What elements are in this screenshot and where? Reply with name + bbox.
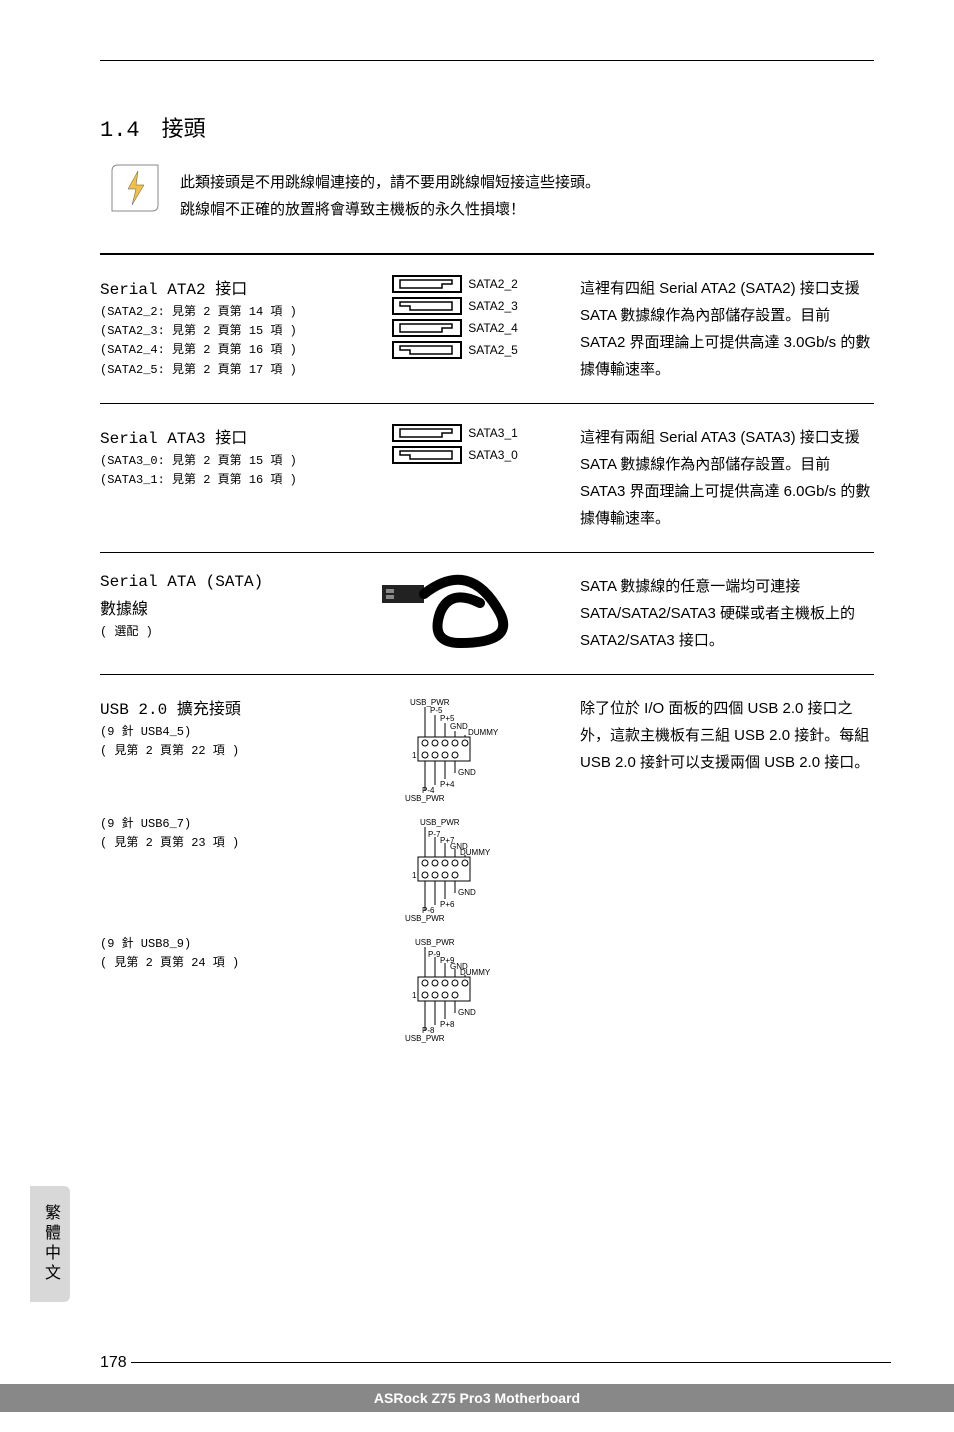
svg-text:USB_PWR: USB_PWR	[405, 794, 445, 803]
section-number: 1.4	[100, 118, 140, 143]
sata2-item: (SATA2_3: 見第 2 頁第 15 項 )	[100, 322, 330, 341]
satacable-subtitle: 數據線	[100, 595, 330, 619]
svg-text:GND: GND	[458, 768, 476, 777]
callout-line2: 跳線帽不正確的放置將會導致主機板的永久性損壞！	[180, 196, 600, 223]
usb-ref: ( 見第 2 頁第 23 項 )	[100, 834, 330, 853]
svg-text:GND: GND	[458, 1008, 476, 1017]
svg-text:USB_PWR: USB_PWR	[420, 818, 460, 827]
satacable-note: ( 選配 )	[100, 623, 330, 642]
svg-text:DUMMY: DUMMY	[468, 728, 499, 737]
svg-text:GND: GND	[458, 888, 476, 897]
sata-connector: SATA2_4	[392, 319, 518, 337]
sata-cable-icon	[380, 573, 530, 653]
svg-text:P+8: P+8	[440, 1020, 455, 1029]
sata-connector: SATA2_5	[392, 341, 518, 359]
footer-text: ASRock Z75 Pro3 Motherboard	[0, 1384, 954, 1412]
usb-pin: (9 針 USB8_9)	[100, 935, 330, 954]
usb-desc: 除了位於 I/O 面板的四個 USB 2.0 接口之外，這款主機板有三組 USB…	[580, 695, 874, 776]
sata-connector: SATA3_0	[392, 446, 518, 464]
sata2-desc: 這裡有四組 Serial ATA2 (SATA2) 接口支援 SATA 數據線作…	[580, 275, 874, 383]
svg-text:USB_PWR: USB_PWR	[415, 938, 455, 947]
language-tab: 繁體中文	[30, 1186, 70, 1302]
sata-connector: SATA3_1	[392, 424, 518, 442]
svg-text:USB_PWR: USB_PWR	[405, 914, 445, 923]
warning-callout: 此類接頭是不用跳線帽連接的，請不要用跳線帽短接這些接頭。 跳線帽不正確的放置將會…	[100, 163, 874, 223]
satacable-desc: SATA 數據線的任意一端均可連接 SATA/SATA2/SATA3 硬碟或者主…	[580, 573, 874, 654]
usb-pinout-icon: USB_PWR P-5 P+5 GND DUMMY 1 GND P+4 P-4 …	[390, 695, 520, 805]
sata3-desc: 這裡有兩組 Serial ATA3 (SATA3) 接口支援 SATA 數據線作…	[580, 424, 874, 532]
sata-connector: SATA2_2	[392, 275, 518, 293]
svg-text:P+6: P+6	[440, 900, 455, 909]
satacable-title: Serial ATA (SATA)	[100, 573, 330, 591]
sata2-title: Serial ATA2 接口	[100, 275, 330, 299]
usb-pinout-icon: USB_PWR P-7 P+7 GND DUMMY 1 GND P+6 P-6 …	[390, 815, 520, 925]
lightning-icon	[110, 163, 160, 213]
svg-text:P+4: P+4	[440, 780, 455, 789]
sata-connector: SATA2_3	[392, 297, 518, 315]
usb-pin: (9 針 USB4_5)	[100, 723, 330, 742]
page-number: 178	[100, 1354, 891, 1372]
usb-ref: ( 見第 2 頁第 24 項 )	[100, 954, 330, 973]
sata3-title: Serial ATA3 接口	[100, 424, 330, 448]
svg-text:USB_PWR: USB_PWR	[405, 1034, 445, 1043]
usb-title: USB 2.0 擴充接頭	[100, 695, 330, 719]
svg-text:GND: GND	[450, 722, 468, 731]
sata3-item: (SATA3_0: 見第 2 頁第 15 項 )	[100, 452, 330, 471]
callout-line1: 此類接頭是不用跳線帽連接的，請不要用跳線帽短接這些接頭。	[180, 169, 600, 196]
svg-text:1: 1	[412, 751, 417, 760]
usb-pin: (9 針 USB6_7)	[100, 815, 330, 834]
svg-text:1: 1	[412, 991, 417, 1000]
sata2-item: (SATA2_4: 見第 2 頁第 16 項 )	[100, 341, 330, 360]
sata2-item: (SATA2_2: 見第 2 頁第 14 項 )	[100, 303, 330, 322]
sata2-item: (SATA2_5: 見第 2 頁第 17 項 )	[100, 361, 330, 380]
section-title: 接頭	[162, 118, 206, 143]
sata3-item: (SATA3_1: 見第 2 頁第 16 項 )	[100, 471, 330, 490]
svg-text:1: 1	[412, 871, 417, 880]
usb-pinout-icon: USB_PWR P-9 P+9 GND DUMMY 1 GND P+8 P-8 …	[390, 935, 520, 1045]
usb-ref: ( 見第 2 頁第 22 項 )	[100, 742, 330, 761]
